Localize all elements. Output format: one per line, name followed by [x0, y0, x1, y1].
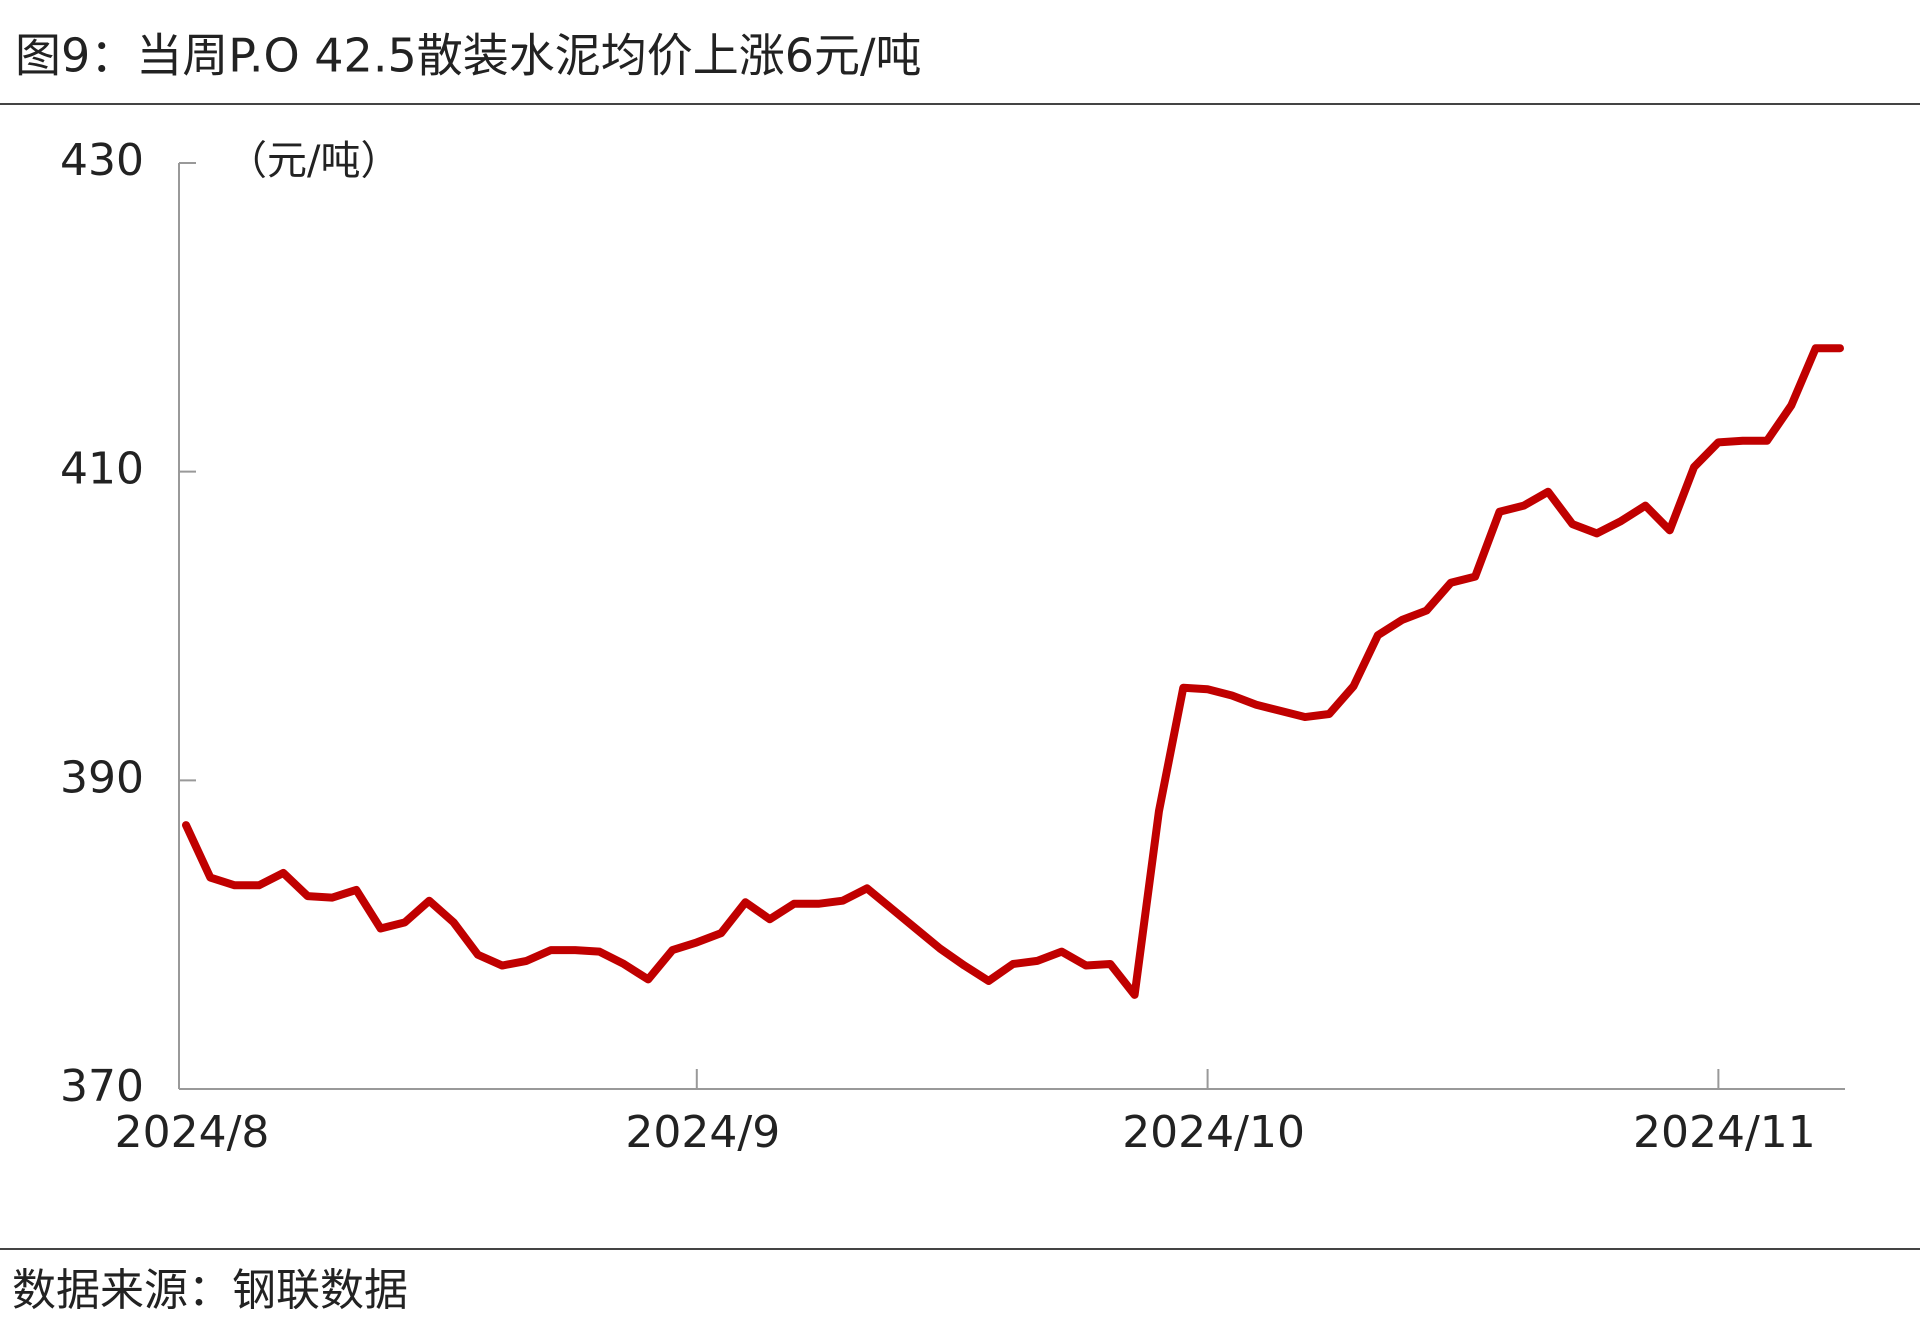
y-tick-label: 430 [60, 135, 144, 186]
data-line [182, 344, 1844, 999]
x-tick-label: 2024/8 [115, 1107, 270, 1158]
chart-title: 图9：当周P.O 42.5散装水泥均价上涨6元/吨 [15, 29, 921, 83]
source-note: 数据来源：钢联数据 [12, 1265, 408, 1316]
x-tick-label: 2024/9 [625, 1107, 780, 1158]
x-tick-label: 2024/10 [1122, 1107, 1305, 1158]
x-tick-label: 2024/11 [1633, 1107, 1816, 1158]
y-tick-label: 410 [60, 444, 144, 495]
y-tick-label: 370 [60, 1061, 144, 1112]
y-tick-label: 390 [60, 752, 144, 803]
y-axis-unit: （元/吨） [227, 138, 400, 184]
